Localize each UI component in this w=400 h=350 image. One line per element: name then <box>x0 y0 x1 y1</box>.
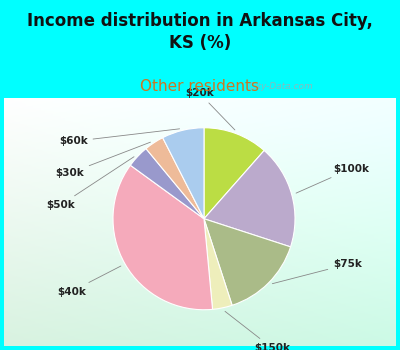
Text: $40k: $40k <box>57 266 121 296</box>
Wedge shape <box>113 165 212 310</box>
Text: $60k: $60k <box>59 129 180 146</box>
Text: $75k: $75k <box>272 259 362 284</box>
Wedge shape <box>163 128 204 219</box>
Text: Other residents: Other residents <box>140 79 260 94</box>
Wedge shape <box>204 219 290 305</box>
Wedge shape <box>204 128 264 219</box>
Text: City-Data.com: City-Data.com <box>244 82 313 91</box>
Text: $150k: $150k <box>225 312 290 350</box>
Text: Income distribution in Arkansas City,
KS (%): Income distribution in Arkansas City, KS… <box>27 12 373 52</box>
Wedge shape <box>146 138 204 219</box>
Text: $50k: $50k <box>46 157 134 210</box>
Wedge shape <box>204 150 295 247</box>
Wedge shape <box>204 219 232 309</box>
Text: $20k: $20k <box>185 88 235 130</box>
Text: $100k: $100k <box>296 164 369 193</box>
Wedge shape <box>130 149 204 219</box>
Text: $30k: $30k <box>55 142 150 178</box>
